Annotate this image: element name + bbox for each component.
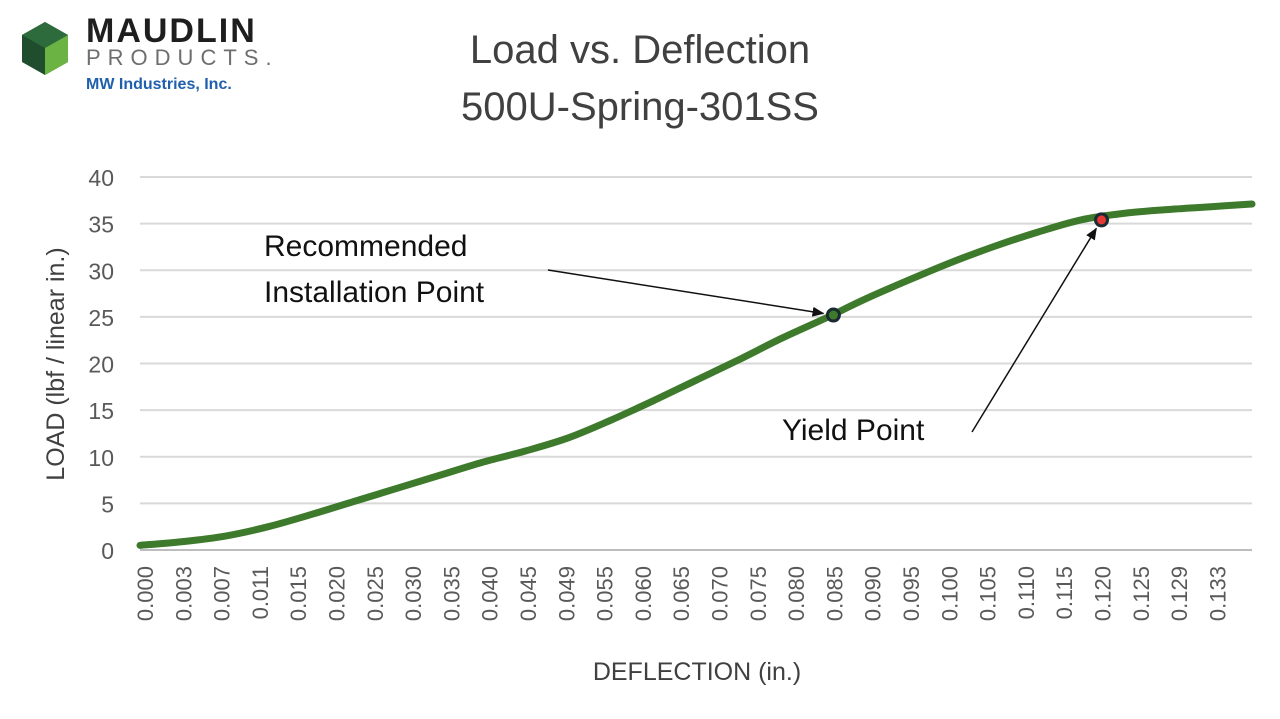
x-tick-label: 0.070 <box>708 566 733 621</box>
annotation-line-2: Installation Point <box>264 276 485 309</box>
x-tick-label: 0.080 <box>784 566 809 621</box>
x-tick-label: 0.020 <box>325 566 350 621</box>
logo-subtitle: MW Industries, Inc. <box>86 76 232 93</box>
x-tick-label: 0.065 <box>669 566 694 621</box>
x-tick-label: 0.095 <box>899 566 924 621</box>
x-tick-label: 0.060 <box>631 566 656 621</box>
logo: MAUDLIN PRODUCTS. MW Industries, Inc. <box>14 14 314 104</box>
x-tick-label: 0.015 <box>286 566 311 621</box>
y-tick-label: 30 <box>88 258 114 284</box>
y-axis-label: LOAD (lbf / linear in.) <box>42 247 70 480</box>
x-tick-label: 0.105 <box>976 566 1001 621</box>
x-tick-label: 0.011 <box>248 566 273 619</box>
x-tick-label: 0.129 <box>1167 566 1192 621</box>
x-tick-label: 0.110 <box>1014 566 1039 619</box>
x-tick-label: 0.055 <box>593 566 618 621</box>
hexagon-cube-icon <box>22 22 68 75</box>
annotation-line-1: Recommended <box>264 230 468 263</box>
y-tick-label: 25 <box>88 305 114 331</box>
logo-wordmark: MAUDLIN <box>86 12 257 50</box>
x-tick-label: 0.003 <box>171 566 196 621</box>
y-tick-label: 0 <box>101 538 114 564</box>
x-tick-label: 0.125 <box>1129 566 1154 621</box>
annotation-yield-point: Yield Point <box>782 408 924 454</box>
x-tick-label: 0.120 <box>1091 566 1116 621</box>
chart-title: Load vs. Deflection <box>469 28 811 72</box>
x-tick-label: 0.049 <box>554 566 579 621</box>
yield-point-marker <box>1094 212 1109 228</box>
chart-subtitle: 500U-Spring-301SS <box>461 85 819 129</box>
y-tick-label: 15 <box>88 398 114 424</box>
x-tick-label: 0.090 <box>861 566 886 621</box>
x-tick-label: 0.030 <box>401 566 426 621</box>
x-tick-label: 0.045 <box>516 566 541 621</box>
x-tick-label: 0.025 <box>363 566 388 621</box>
x-axis-label: DEFLECTION (in.) <box>593 658 801 686</box>
x-tick-label: 0.133 <box>1205 566 1230 621</box>
x-tick-label: 0.007 <box>210 566 235 621</box>
y-tick-label: 5 <box>101 491 114 517</box>
annotation-line-1: Yield Point <box>782 414 925 447</box>
x-tick-label: 0.085 <box>822 566 847 621</box>
logo-wordmark-secondary: PRODUCTS. <box>86 45 279 70</box>
series-line <box>136 200 1256 549</box>
annotation-recommended-installation-point: Recommended Installation Point <box>264 224 484 316</box>
x-tick-label: 0.100 <box>937 566 962 621</box>
x-tick-label: 0.000 <box>133 566 158 621</box>
y-tick-label: 10 <box>88 445 114 471</box>
recommended-installation-point-marker <box>825 307 841 323</box>
y-tick-label: 20 <box>88 352 114 378</box>
x-tick-label: 0.075 <box>746 566 771 621</box>
x-tick-label: 0.115 <box>1052 566 1077 619</box>
x-tick-label: 0.035 <box>439 566 464 621</box>
y-tick-label: 35 <box>88 212 114 238</box>
x-tick-label: 0.040 <box>478 566 503 621</box>
y-tick-label: 40 <box>88 165 114 191</box>
annotation-arrow <box>547 269 825 317</box>
annotation-arrow <box>971 227 1097 433</box>
